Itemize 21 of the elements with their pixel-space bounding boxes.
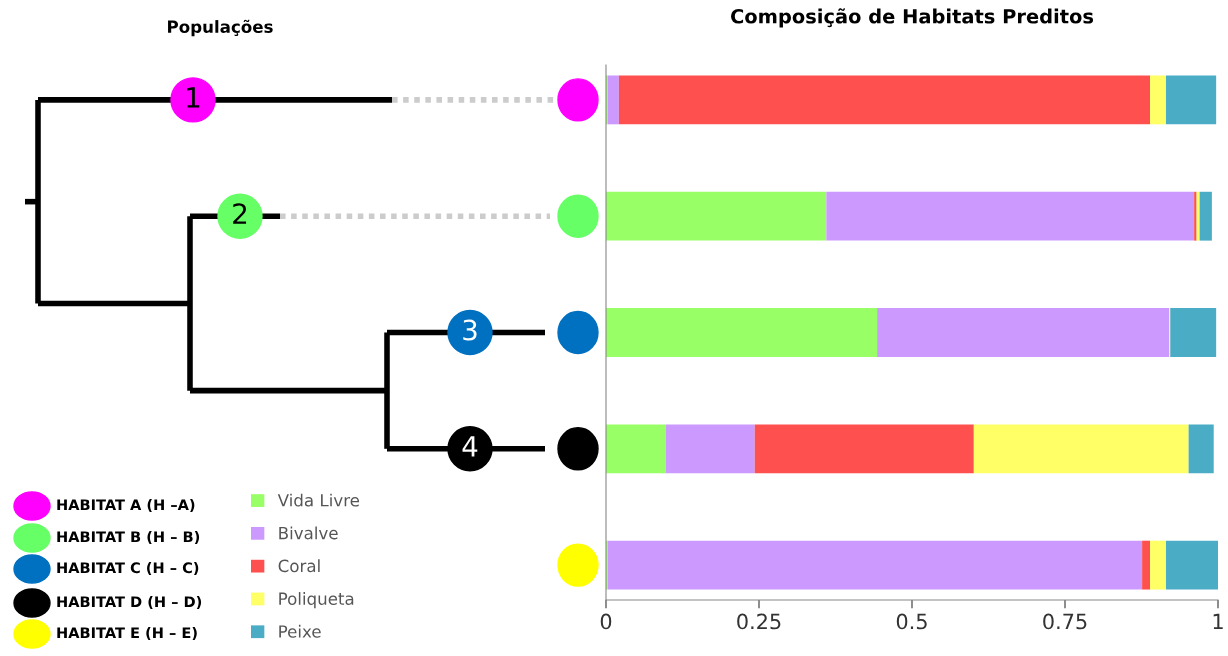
legend-label: Coral [278,559,320,573]
x-tick-label: 0.75 [1043,613,1087,630]
text: HABITAT B (H – B) [57,530,200,544]
x-tick-label: 0.5 [896,613,927,630]
legend-label: Peixe [279,624,321,638]
x-tick-label: 1 [1213,613,1223,630]
text: HABITAT D (H – D) [57,595,202,609]
chart-title: Composição de Habitats Preditos [731,8,1094,28]
text: 4 [462,436,478,457]
legend-label: Bivalve [279,526,338,540]
x-tick-label: 0.25 [737,613,781,630]
text: 1 [187,87,200,108]
legend-label: Poliqueta [279,592,354,609]
text: 3 [463,319,477,341]
text: HABITAT E (H – E) [57,626,197,640]
text: 2 [233,203,247,224]
text: HABITAT A (H –A) [57,498,195,512]
text: Populações [168,19,273,37]
text: HABITAT C (H – C) [57,561,199,575]
legend-label: Vida Livre [277,493,360,507]
x-tick-label: 0 [600,613,612,630]
